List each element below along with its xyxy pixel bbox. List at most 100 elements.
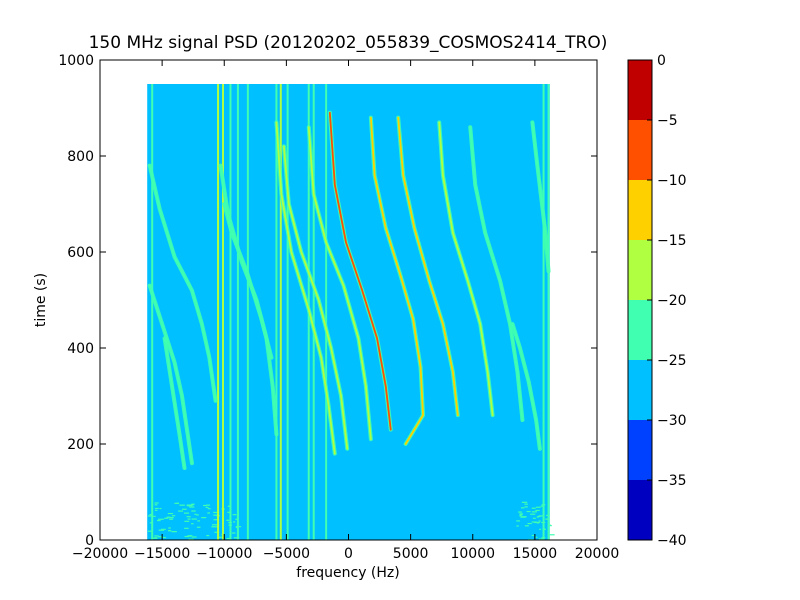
noise-speckle: [213, 511, 219, 514]
noise-speckle: [149, 514, 153, 516]
noise-speckle: [546, 514, 550, 517]
colorbar-tick-label: −5: [657, 113, 678, 129]
noise-speckle: [161, 528, 166, 530]
y-tick-label: 200: [67, 437, 94, 453]
x-axis: −20000 −15000 −10000 −5000 0 5000 10000 15000 20…: [72, 60, 619, 562]
signal-trace: [275, 121, 336, 455]
signal-trace: [369, 116, 424, 445]
signal-trace: [223, 203, 273, 359]
noise-speckle: [187, 518, 191, 520]
x-tick-label: 20000: [575, 546, 620, 562]
noise-speckle: [526, 510, 531, 513]
x-tick-label: −10000: [196, 546, 252, 562]
noise-speckle: [154, 537, 158, 539]
noise-speckle: [524, 506, 528, 508]
noise-speckle: [179, 504, 185, 506]
noise-speckle: [539, 528, 542, 530]
noise-speckle: [157, 536, 163, 538]
x-tick-label: −15000: [134, 546, 190, 562]
noise-speckle: [233, 537, 240, 539]
x-tick-label: −20000: [72, 546, 128, 562]
signal-trace: [438, 121, 494, 417]
colorbar-tick-label: −35: [657, 473, 687, 489]
noise-speckle: [538, 515, 544, 517]
noise-speckle: [524, 503, 528, 505]
noise-speckle: [156, 519, 161, 522]
colorbar-tick-label: 0: [657, 53, 666, 69]
noise-speckle: [521, 501, 528, 503]
colorbar-segment: [628, 60, 652, 120]
noise-speckle: [227, 511, 230, 513]
noise-speckle: [531, 534, 535, 537]
signal-trace: [328, 111, 392, 431]
noise-speckle: [167, 512, 173, 515]
noise-speckle: [527, 522, 532, 525]
x-tick-label: 15000: [513, 546, 558, 562]
noise-speckle: [147, 530, 152, 532]
signal-trace: [307, 126, 372, 441]
noise-speckle: [540, 505, 545, 507]
noise-speckle: [154, 504, 158, 506]
heatmap-background: [147, 84, 550, 540]
colorbar-segment: [628, 360, 652, 420]
y-axis-label: time (s): [33, 273, 49, 327]
x-tick-label: 0: [344, 546, 353, 562]
noise-speckle: [518, 511, 523, 513]
noise-speckle: [535, 536, 538, 538]
noise-speckle: [191, 510, 196, 512]
colorbar-segment: [628, 480, 652, 540]
noise-speckle: [214, 526, 219, 528]
noise-speckle: [211, 526, 215, 528]
noise-speckle: [189, 506, 195, 508]
noise-speckle: [178, 510, 184, 512]
noise-speckle: [207, 512, 211, 514]
noise-speckle: [154, 507, 159, 510]
colorbar: −40 −35 −30 −25 −20 −15 −10 −5 0: [627, 53, 687, 549]
colorbar-tick-label: −20: [657, 293, 687, 309]
noise-speckle: [161, 536, 166, 539]
noise-speckle: [191, 523, 194, 525]
colorbar-tick-label: −40: [657, 533, 687, 549]
signal-trace: [469, 126, 524, 421]
noise-speckle: [151, 515, 156, 517]
noise-speckle: [520, 514, 523, 516]
noise-speckle: [196, 514, 199, 516]
noise-speckle: [158, 529, 165, 531]
colorbar-segment: [628, 420, 652, 480]
noise-speckle: [186, 516, 191, 518]
noise-speckle: [214, 531, 219, 533]
noise-speckle: [169, 518, 174, 520]
x-tick-label: 10000: [450, 546, 495, 562]
colorbar-tick-label: −25: [657, 353, 687, 369]
noise-speckle: [521, 507, 525, 509]
noise-speckle: [184, 535, 189, 538]
colorbar-segment: [628, 240, 652, 300]
noise-speckle: [164, 517, 169, 519]
x-axis-label: frequency (Hz): [296, 565, 399, 581]
noise-speckle: [538, 538, 545, 540]
noise-speckle: [191, 518, 197, 520]
noise-speckle: [519, 515, 522, 517]
noise-speckle: [184, 527, 189, 529]
noise-speckle: [147, 515, 153, 517]
y-axis: 0 200 400 600 800 1000: [58, 53, 597, 549]
noise-speckle: [169, 517, 174, 519]
noise-speckle: [194, 513, 197, 515]
plot-area: −20000 −15000 −10000 −5000 0 5000 10000 15000 20…: [58, 53, 619, 562]
noise-speckle: [171, 515, 176, 517]
noise-speckle: [530, 513, 536, 515]
noise-speckle: [233, 521, 236, 523]
noise-speckle: [171, 531, 177, 533]
noise-speckle: [203, 504, 207, 507]
noise-speckle: [531, 507, 536, 509]
noise-speckle: [159, 507, 162, 510]
noise-speckle: [531, 521, 538, 523]
colorbar-segment: [628, 120, 652, 180]
noise-speckle: [213, 514, 220, 516]
signal-trace: [531, 121, 550, 273]
noise-speckle: [168, 530, 172, 532]
signal-trace: [397, 116, 459, 417]
noise-speckle: [524, 525, 529, 527]
noise-speckle: [226, 519, 230, 521]
noise-speckle: [538, 520, 541, 522]
